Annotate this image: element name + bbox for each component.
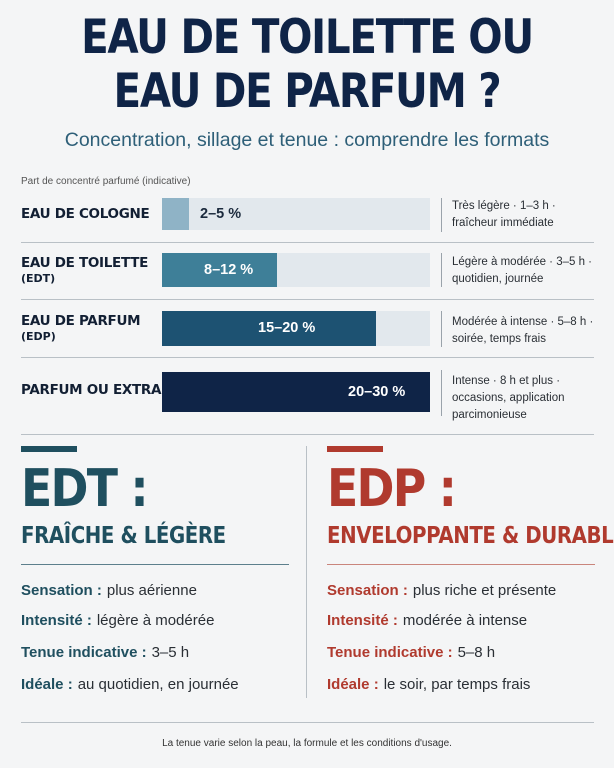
page-title-line2: EAU DE PARFUM ? [113,64,502,119]
edt-subtitle: FRAÎCHE & LÉGÈRE [21,523,226,549]
bar-percent: 2–5 % [200,206,242,222]
row-note: Légère à modérée · 3–5 h · quotidien, jou… [452,256,593,285]
bar-track: 8–12 % [162,253,430,287]
bar-track: 15–20 % [162,311,430,346]
row-label: PARFUM OU EXTRAIT [21,382,175,398]
row-note: Modérée à intense · 5–8 h · soirée, temps… [452,316,594,345]
edt-rule [21,564,289,565]
edt-prop-sensation: Sensation : plus aérienne [21,582,197,599]
row-label: EAU DE PARFUM (EDP) [21,313,141,344]
section-divider [21,434,594,435]
bar-fill [162,253,278,287]
page-subtitle: Concentration, sillage et tenue : compre… [64,129,550,151]
bar-track: 2–5 % [162,198,430,230]
edt-prop-tenue: Tenue indicative :3–5 h [21,644,190,661]
edp-prop-intensite: Intensité : modérée à intense [327,612,528,629]
bar-fill [162,198,189,230]
row-separator [441,370,442,416]
row-divider [21,299,594,300]
edp-prop-tenue: Tenue indicative :5–8 h [327,644,496,661]
row-note: Intense · 8 h et plus · occasions, applic… [452,375,565,421]
chart-caption: Part de concentré parfumé (indicative) [21,176,191,187]
edt-title: EDT : [21,459,149,519]
edt-prop-ideale: Idéale : au quotidien, en journée [21,676,239,693]
footer-divider [21,722,594,723]
page-title-line1: EAU DE TOILETTE OU [81,10,534,65]
edp-rule [327,564,595,565]
row-separator [441,253,442,287]
row-label: EAU DE TOILETTE (EDT) [21,255,149,286]
bar-percent: 20–30 % [348,384,406,400]
row-separator [441,311,442,347]
edp-title: EDP : [327,459,457,519]
edp-prop-sensation: Sensation : plus riche et présente [327,582,557,599]
column-divider [306,446,307,698]
footer-note: La tenue varie selon la peau, la formule… [162,738,452,749]
row-divider [21,357,594,358]
row-divider [21,242,594,243]
bar-track: 20–30 % [162,372,430,412]
bar-percent: 8–12 % [204,262,254,278]
edp-accent-bar [327,446,383,452]
edp-subtitle: ENVELOPPANTE & DURABLE [327,523,614,549]
bar-fill [162,311,377,346]
edp-prop-ideale: Idéale : le soir, par temps frais [327,676,531,693]
row-label: EAU DE COLOGNE [21,206,150,222]
row-note: Très légère · 1–3 h · fraîcheur immédiate [452,200,556,229]
edt-accent-bar [21,446,77,452]
bar-fill [162,372,430,412]
bar-percent: 15–20 % [258,320,316,336]
edt-prop-intensite: Intensité : légère à modérée [21,612,215,629]
row-separator [441,198,442,232]
